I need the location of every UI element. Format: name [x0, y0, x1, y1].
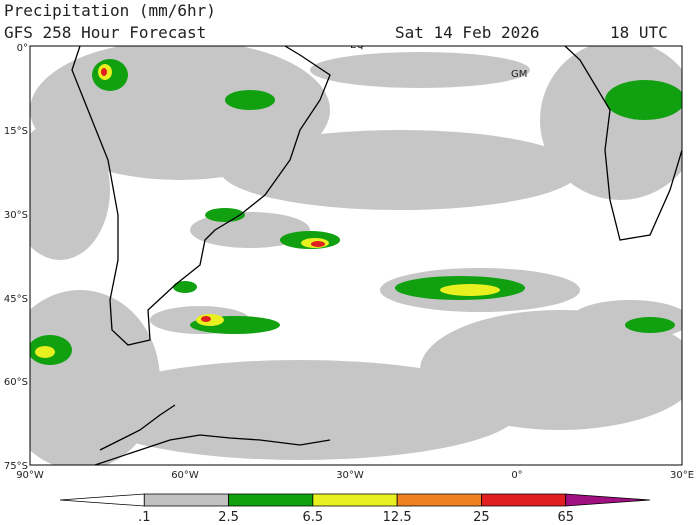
very-heavy-precip — [101, 68, 325, 322]
map-frame — [29, 45, 683, 466]
time: 18 UTC — [610, 23, 668, 42]
lat-label: 75°S — [4, 461, 28, 472]
map-label: GM — [511, 69, 527, 80]
lon-label: 60°W — [171, 470, 199, 481]
colorbar-label: 6.5 — [303, 510, 324, 525]
lon-label: 0° — [511, 470, 522, 481]
map: EQ GM — [30, 40, 682, 465]
colorbar-segment — [228, 493, 314, 507]
axes: 0° 15°S 30°S 45°S 60°S 75°S90°W 60°W 30°W 0° 30°E — [4, 43, 694, 481]
colorbar-label: 2.5 — [218, 510, 239, 525]
colorbar-segment — [396, 493, 482, 507]
subtitle: GFS 258 Hour Forecast — [4, 23, 206, 42]
heavy-precip — [35, 64, 500, 358]
colorbar-segment — [143, 493, 229, 507]
colorbar-segment — [312, 493, 398, 507]
colorbar-segment — [565, 493, 651, 507]
colorbar-label: 65 — [557, 510, 574, 525]
date: Sat 14 Feb 2026 — [395, 23, 540, 42]
colorbar-segment — [481, 493, 567, 507]
lon-label: 30°W — [336, 470, 364, 481]
south-america — [71, 46, 331, 346]
lat-label: 0° — [17, 43, 28, 54]
africa — [564, 46, 682, 241]
lat-label: 60°S — [4, 377, 28, 388]
lon-label: 30°E — [670, 470, 694, 481]
colorbar-label: 25 — [473, 510, 490, 525]
lat-label: 30°S — [4, 210, 28, 221]
colorbar: .1 2.5 6.5 12.5 25 65 — [59, 493, 651, 525]
colorbar-label: .1 — [138, 510, 150, 525]
lat-label: 45°S — [4, 294, 28, 305]
title: Precipitation (mm/6hr) — [4, 1, 216, 20]
lon-label: 90°W — [16, 470, 44, 481]
antarctica — [94, 404, 331, 465]
colorbar-label: 12.5 — [383, 510, 412, 525]
map-label: EQ — [350, 40, 364, 51]
colorbar-segment — [59, 493, 145, 507]
lat-label: 15°S — [4, 126, 28, 137]
